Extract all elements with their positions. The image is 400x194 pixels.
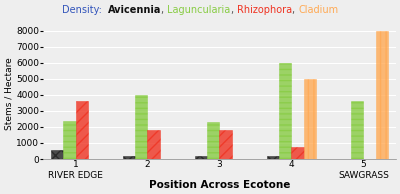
Text: Avicennia: Avicennia [108,5,161,15]
Text: Cladium: Cladium [298,5,338,15]
Bar [279,63,292,159]
Y-axis label: Stems / Hectare: Stems / Hectare [4,57,13,130]
Bar [123,156,135,159]
Bar [376,31,388,159]
Bar [304,79,316,159]
Bar [351,101,364,159]
Bar [51,150,63,159]
Text: Rhizophora: Rhizophora [237,5,292,15]
Text: Laguncularia: Laguncularia [167,5,231,15]
Bar [207,122,220,159]
Bar [292,147,304,159]
Bar [195,156,207,159]
Bar [135,95,148,159]
Text: ,: , [161,5,167,15]
Text: ,: , [292,5,298,15]
Text: Density:: Density: [62,5,108,15]
Bar [148,130,160,159]
Bar [267,156,279,159]
Bar [76,101,88,159]
Text: ,: , [231,5,237,15]
X-axis label: Position Across Ecotone: Position Across Ecotone [149,180,290,190]
Bar [220,130,232,159]
Bar [63,120,76,159]
